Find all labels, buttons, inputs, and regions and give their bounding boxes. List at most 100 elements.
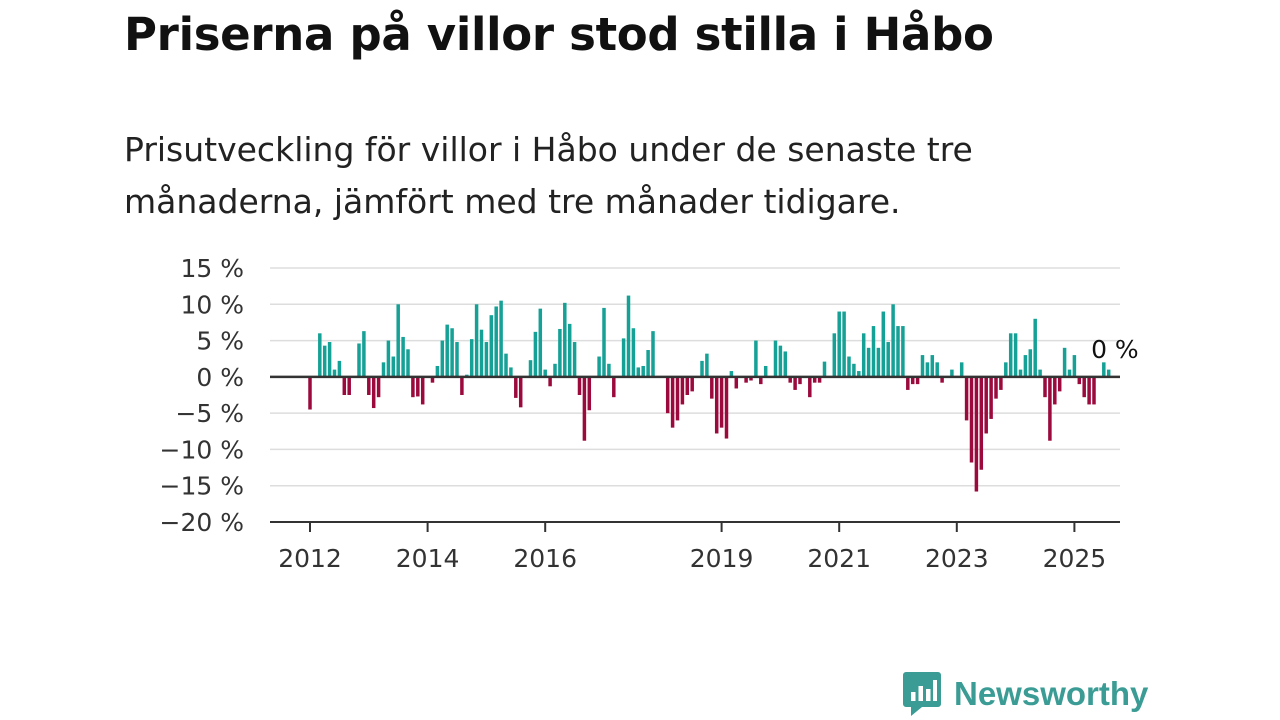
bar-negative [734,376,739,389]
bar-negative [420,376,425,405]
bar-positive [891,304,895,377]
bar-positive [1038,369,1042,377]
bar-positive [847,356,851,377]
bar-positive [1033,318,1037,377]
bar-positive [754,340,758,377]
last-value-label: 0 % [1091,335,1139,364]
y-axis-labels: 15 % 10 % 5 % 0 % −5 % −10 % −15 % −20 % [160,254,244,537]
bar-positive [1013,333,1018,377]
y-tick-label: −10 % [160,435,244,464]
bar-positive [337,360,342,377]
bar-positive [391,356,396,377]
bar-positive [778,345,783,377]
bar-negative [1092,376,1096,405]
bar-negative [577,376,582,395]
bar-positive [950,369,954,377]
bar-positive [499,300,503,377]
x-tick-label: 2023 [925,544,989,573]
bar-positive [1028,349,1033,377]
bar-positive [479,329,484,377]
bar-negative [1043,376,1047,398]
bar-negative [308,376,312,410]
bar-negative [376,376,381,398]
bar-positive [455,342,459,377]
bar-negative [906,376,910,390]
bar-negative [665,376,670,414]
bar-negative [744,376,748,383]
bar-negative [994,376,998,399]
newsworthy-logo: Newsworthy [902,670,1148,718]
bar-chart: 15 %10 %5 %0 %−5 %−10 %−15 %−20 % 2012 20… [160,254,1139,573]
bar-negative [430,376,435,383]
bar-positive [832,333,837,377]
bar-negative [788,376,792,383]
bar-positive [469,339,474,377]
bar-negative [675,376,680,421]
bar-positive [641,365,645,377]
bar-positive [543,369,547,377]
bar-positive [435,365,440,377]
bar-positive [842,311,846,377]
bar-positive [474,304,479,377]
bar-positive [881,311,886,377]
x-tick-label: 2012 [278,544,342,573]
bar-positive [567,323,572,377]
bar-positive [504,353,508,377]
bar-positive [1018,369,1023,377]
newsworthy-logo-text: Newsworthy [954,675,1149,712]
y-tick-label: 10 % [180,290,244,319]
bar-positive [857,371,861,377]
bar-positive [636,367,641,377]
y-tick-label: 0 % [196,363,244,392]
bar-positive [705,353,709,377]
bar-positive [538,308,543,377]
x-tick-label: 2019 [690,544,754,573]
bar-negative [1082,376,1086,398]
bar-negative [690,376,694,392]
bar-negative [582,376,587,441]
bar-positive [528,360,533,377]
bar-positive [489,315,494,377]
bar-negative [812,376,817,383]
bar-positive [533,331,538,377]
grid-lines [270,267,1120,487]
bar-positive [886,342,890,377]
bar-negative [347,376,351,395]
bar-positive [1004,362,1008,377]
bar-positive [558,328,562,377]
newsworthy-logo-icon [903,672,941,716]
bar-positive [509,367,513,377]
y-tick-label: 15 % [180,254,244,283]
bar-negative [969,376,974,463]
bar-negative [999,376,1003,390]
bar-positive [396,304,400,377]
bar-negative [808,376,812,398]
bar-positive [406,349,410,377]
bar-positive [362,331,366,377]
bar-positive [925,362,930,377]
x-tick-label: 2016 [513,544,577,573]
bar-positive [572,342,577,377]
bar-negative [989,376,993,419]
bar-negative [680,376,685,405]
bar-negative [964,376,969,421]
bar-positive [861,333,866,377]
x-tick-label: 2014 [396,544,460,573]
bar-negative [719,376,724,428]
bar-negative [759,376,763,385]
bar-negative [548,376,552,387]
bar-positive [930,355,935,377]
bar-positive [1106,369,1111,377]
bar-positive [920,355,925,377]
y-tick-label: −20 % [160,508,244,537]
bar-negative [1053,376,1057,405]
bar-positive [876,347,881,377]
bar-positive [959,362,964,377]
bar-negative [915,376,920,385]
y-tick-label: −15 % [160,472,244,501]
chart-title: Priserna på villor stod stilla i Håbo [124,8,994,61]
bar-positive [1023,355,1028,377]
bar-positive [901,326,905,377]
bar-positive [494,306,498,377]
bar-positive [386,340,391,377]
